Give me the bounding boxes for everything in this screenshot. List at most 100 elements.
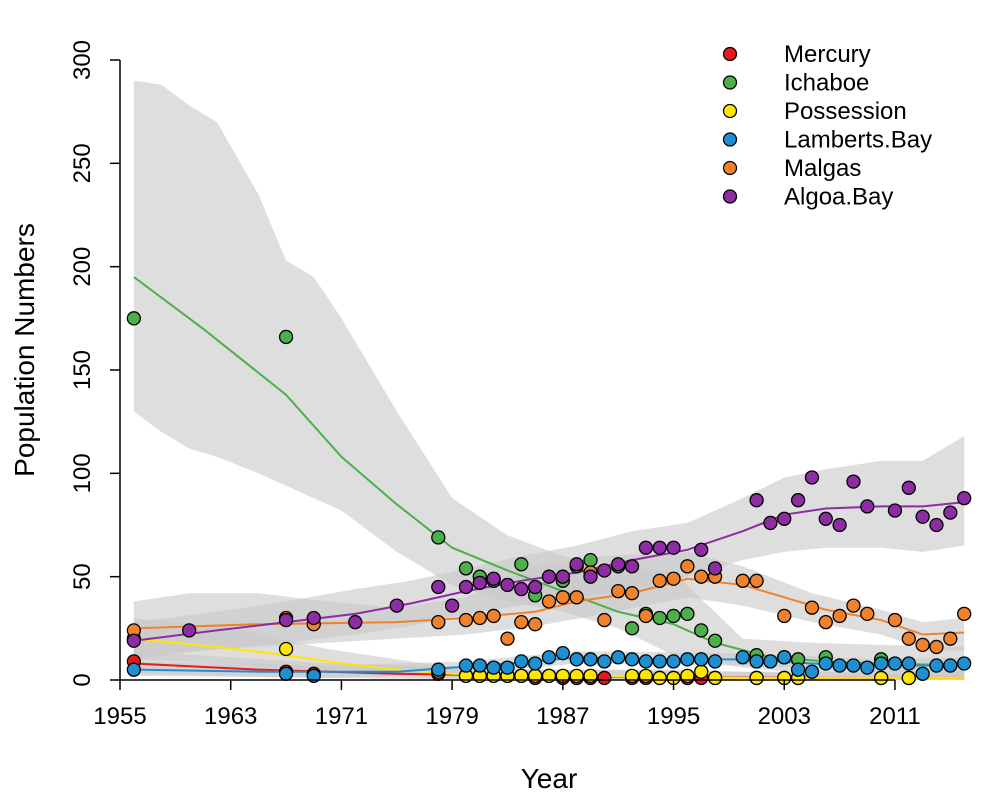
point-possession (514, 668, 529, 684)
point-algoa-bay (278, 612, 294, 628)
point-malgas (777, 608, 792, 624)
point-algoa-bay (943, 505, 958, 520)
point-lamberts-bay (597, 654, 612, 669)
point-lamberts-bay (901, 656, 916, 671)
point-ichaboe (278, 329, 294, 345)
point-malgas (735, 573, 750, 588)
point-ichaboe (431, 530, 446, 545)
point-algoa-bay (569, 557, 584, 572)
point-algoa-bay (182, 623, 197, 638)
legend-label: Ichaboe (784, 70, 869, 97)
point-malgas (514, 614, 529, 630)
point-possession (707, 670, 723, 686)
point-algoa-bay (929, 517, 944, 533)
point-lamberts-bay (887, 656, 903, 671)
point-lamberts-bay (707, 654, 723, 669)
point-algoa-bay (749, 493, 764, 508)
legend-item-algoa-bay: Algoa.Bay (722, 184, 893, 211)
point-algoa-bay (860, 499, 875, 514)
point-lamberts-bay (472, 658, 487, 673)
legend-swatch (722, 189, 738, 204)
y-tick-label: 0 (69, 673, 96, 686)
point-malgas (486, 608, 501, 624)
point-malgas (832, 608, 847, 624)
point-algoa-bay (957, 490, 972, 506)
point-possession (680, 668, 695, 684)
point-ichaboe (666, 608, 681, 624)
point-ichaboe (458, 561, 474, 576)
point-algoa-bay (666, 540, 681, 555)
point-lamberts-bay (749, 654, 764, 669)
point-algoa-bay (638, 540, 654, 555)
x-tick-label: 1995 (647, 703, 700, 730)
point-algoa-bay (804, 470, 820, 485)
y-tick-label: 300 (69, 40, 96, 80)
legend: MercuryIchaboePossessionLamberts.BayMalg… (722, 41, 932, 211)
point-lamberts-bay (735, 650, 750, 665)
point-algoa-bay (458, 579, 474, 595)
point-lamberts-bay (583, 652, 598, 667)
point-algoa-bay (915, 509, 930, 524)
point-algoa-bay (472, 575, 487, 591)
y-tick-label: 250 (69, 143, 96, 183)
point-lamberts-bay (777, 650, 792, 665)
point-lamberts-bay (832, 658, 847, 673)
legend-label: Possession (784, 98, 907, 125)
point-lamberts-bay (541, 650, 557, 665)
point-malgas (472, 610, 487, 626)
point-possession (278, 641, 294, 657)
point-algoa-bay (832, 517, 847, 533)
point-malgas (901, 631, 916, 646)
point-lamberts-bay (638, 654, 654, 669)
x-tick-label: 2003 (758, 703, 811, 730)
point-malgas (569, 590, 584, 605)
point-possession (749, 670, 764, 686)
point-possession (873, 670, 889, 686)
point-malgas (818, 614, 833, 630)
y-tick-label: 100 (69, 453, 96, 493)
point-algoa-bay (818, 511, 833, 526)
point-lamberts-bay (306, 668, 321, 684)
point-malgas (804, 600, 820, 615)
point-algoa-bay (611, 557, 626, 572)
point-lamberts-bay (846, 658, 861, 673)
point-algoa-bay (694, 542, 709, 557)
x-tick-label: 1987 (536, 703, 589, 730)
point-algoa-bay (431, 579, 446, 595)
point-lamberts-bay (514, 654, 529, 669)
point-lamberts-bay (528, 656, 543, 671)
point-lamberts-bay (790, 662, 806, 677)
x-tick-label: 1963 (204, 703, 257, 730)
point-algoa-bay (624, 559, 640, 574)
point-possession (652, 670, 667, 686)
point-possession (583, 668, 598, 684)
point-algoa-bay (444, 598, 460, 613)
point-lamberts-bay (278, 666, 294, 681)
point-lamberts-bay (680, 652, 695, 667)
point-algoa-bay (514, 581, 529, 597)
legend-item-mercury: Mercury (722, 41, 871, 68)
point-algoa-bay (597, 563, 612, 578)
x-axis-title: Year (521, 763, 578, 794)
x-tick-label: 2011 (869, 703, 921, 730)
point-ichaboe (583, 552, 598, 568)
point-lamberts-bay (873, 656, 889, 671)
point-lamberts-bay (957, 656, 972, 671)
point-lamberts-bay (763, 654, 778, 669)
point-algoa-bay (306, 610, 321, 626)
point-possession (638, 668, 654, 684)
point-algoa-bay (652, 540, 667, 555)
legend-label: Malgas (784, 155, 861, 182)
point-malgas (694, 569, 709, 584)
x-tick-label: 1955 (93, 703, 146, 730)
legend-label: Mercury (784, 41, 871, 68)
band-algoa-bay (133, 436, 965, 660)
point-malgas (929, 639, 944, 655)
point-algoa-bay (777, 511, 792, 526)
point-algoa-bay (528, 579, 543, 595)
point-possession (569, 668, 584, 684)
point-algoa-bay (887, 503, 903, 518)
x-tick-label: 1979 (425, 703, 478, 730)
point-malgas (652, 573, 667, 588)
